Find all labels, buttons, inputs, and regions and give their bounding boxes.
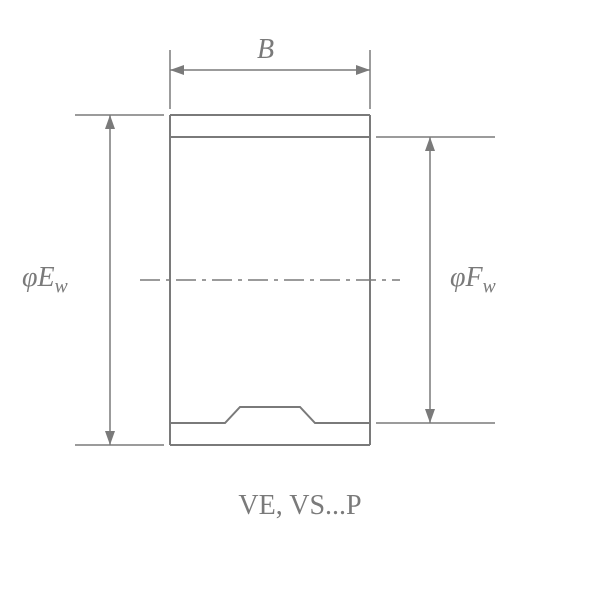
caption: VE, VS...P: [0, 490, 600, 522]
label-Ew: φEw: [22, 262, 68, 299]
label-Fw: φFw: [450, 262, 496, 299]
label-B: B: [257, 34, 274, 66]
